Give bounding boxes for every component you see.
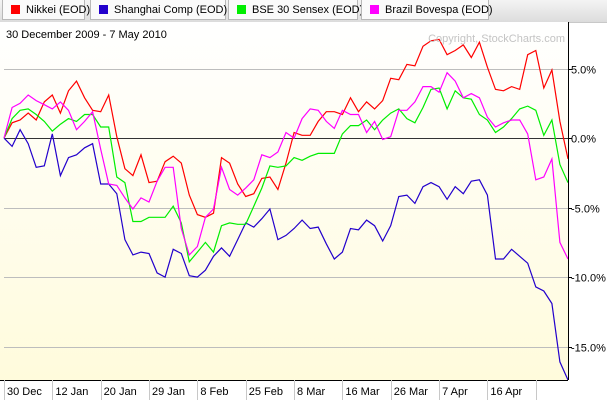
legend-label: Nikkei (EOD) (26, 4, 91, 16)
x-tick-label: 26 Mar (394, 386, 429, 398)
legend-tab-shanghai[interactable]: Shanghai Comp (EOD) (90, 0, 228, 20)
x-tick-label: 16 Apr (490, 386, 522, 398)
nikkei-color-swatch (11, 5, 20, 14)
legend-bar: Nikkei (EOD) Shanghai Comp (EOD) BSE 30 … (0, 0, 607, 23)
series-lines (3, 38, 569, 381)
bse-color-swatch (237, 5, 246, 14)
performance-chart: 30 December 2009 - 7 May 2010 Copyright,… (0, 22, 607, 401)
x-axis: 30 Dec 12 Jan 20 Jan 29 Jan 8 Feb 25 Feb 8 Mar… (0, 380, 607, 401)
y-tick-label: -10.0% (571, 273, 606, 285)
legend-label: BSE 30 Sensex (EOD) (252, 4, 364, 16)
shanghai-color-swatch (99, 5, 108, 14)
x-tick-label: 8 Feb (200, 386, 228, 398)
y-tick-label: 5.0% (571, 65, 596, 77)
y-tick-label: -15.0% (571, 343, 606, 355)
series-line-nikkei-eod (3, 38, 569, 218)
bovespa-color-swatch (370, 5, 379, 14)
legend-tab-bse[interactable]: BSE 30 Sensex (EOD) (228, 0, 363, 20)
x-tick-label: 25 Feb (249, 386, 283, 398)
x-tick-label: 29 Jan (152, 386, 185, 398)
x-tick-label: 16 Mar (345, 386, 380, 398)
series-line-brazil-bovespa-eod (3, 71, 569, 260)
y-tick-label: 0.0% (571, 134, 596, 146)
plot-area (0, 22, 568, 380)
date-range: 30 December 2009 - 7 May 2010 (6, 29, 167, 41)
legend-tab-bovespa[interactable]: Brazil Bovespa (EOD) (361, 0, 493, 20)
x-tick-label: 7 Apr (442, 386, 468, 398)
series-line-shanghai-comp-eod (3, 128, 569, 381)
copyright-watermark: Copyright, StockCharts.com (428, 33, 565, 45)
x-axis-band (0, 380, 607, 401)
x-tick-label: 12 Jan (55, 386, 88, 398)
legend-label: Brazil Bovespa (EOD) (385, 4, 493, 16)
x-tick-label: 30 Dec (7, 386, 42, 398)
y-axis: 5.0% 0.0% -5.0% -10.0% -15.0% (568, 22, 606, 380)
legend-tab-nikkei[interactable]: Nikkei (EOD) (2, 0, 90, 20)
x-tick-label: 8 Mar (297, 386, 325, 398)
x-tick-label: 20 Jan (104, 386, 137, 398)
y-tick-label: -5.0% (571, 204, 600, 216)
series-line-bse-30-sensex-eod (3, 87, 569, 264)
legend-label: Shanghai Comp (EOD) (114, 4, 228, 16)
